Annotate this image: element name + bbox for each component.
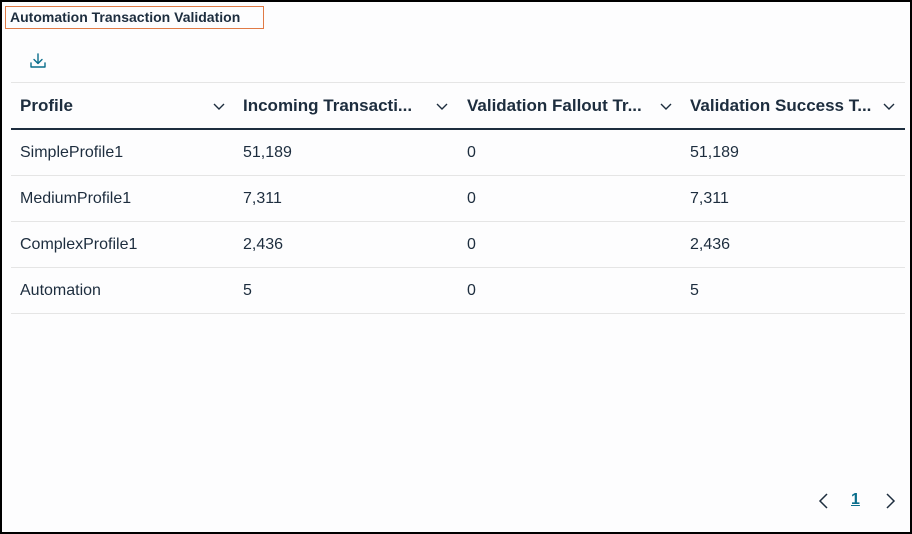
column-header-incoming[interactable]: Incoming Transacti... <box>243 83 450 129</box>
column-header-label: Validation Fallout Tr... <box>467 96 642 115</box>
profile-cell: Automation <box>20 281 101 299</box>
pagination: 1 <box>814 489 898 513</box>
column-header-fallout[interactable]: Validation Fallout Tr... <box>467 83 674 129</box>
chevron-left-icon[interactable] <box>814 491 834 511</box>
column-header-label: Validation Success T... <box>690 96 872 115</box>
table-header: Profile Incoming Transacti... Validation… <box>11 82 905 130</box>
fallout-cell: 0 <box>467 143 476 161</box>
download-icon <box>30 53 46 68</box>
chevron-down-icon <box>883 103 895 110</box>
profile-cell: MediumProfile1 <box>20 189 132 207</box>
column-header-label: Incoming Transacti... <box>243 96 413 115</box>
fallout-cell: 0 <box>467 235 476 253</box>
fallout-cell: 0 <box>467 189 476 207</box>
profile-cell: ComplexProfile1 <box>20 235 138 253</box>
column-header-success[interactable]: Validation Success T... <box>690 83 897 129</box>
column-header-label: Profile <box>20 96 73 115</box>
success-cell: 2,436 <box>690 235 731 253</box>
table-row[interactable]: MediumProfile1 7,311 0 7,311 <box>11 176 905 222</box>
chevron-down-icon <box>436 103 448 110</box>
validation-table: Profile Incoming Transacti... Validation… <box>11 82 905 314</box>
table-row[interactable]: ComplexProfile1 2,436 0 2,436 <box>11 222 905 268</box>
incoming-cell: 7,311 <box>243 189 282 207</box>
fallout-cell: 0 <box>467 281 476 299</box>
widget-title: Automation Transaction Validation <box>5 6 264 29</box>
profile-cell: SimpleProfile1 <box>20 143 124 161</box>
incoming-cell: 2,436 <box>243 235 284 253</box>
table-row[interactable]: SimpleProfile1 51,189 0 51,189 <box>11 130 905 176</box>
download-button[interactable] <box>28 51 48 71</box>
table-row[interactable]: Automation 5 0 5 <box>11 268 905 314</box>
chevron-right-icon[interactable] <box>880 491 900 511</box>
success-cell: 51,189 <box>690 143 739 161</box>
chevron-down-icon <box>660 103 672 110</box>
incoming-cell: 5 <box>243 281 252 299</box>
success-cell: 5 <box>690 281 699 299</box>
success-cell: 7,311 <box>690 189 729 207</box>
incoming-cell: 51,189 <box>243 143 292 161</box>
chevron-down-icon <box>213 103 225 110</box>
column-header-profile[interactable]: Profile <box>20 83 227 129</box>
page-number-link[interactable]: 1 <box>851 491 860 508</box>
